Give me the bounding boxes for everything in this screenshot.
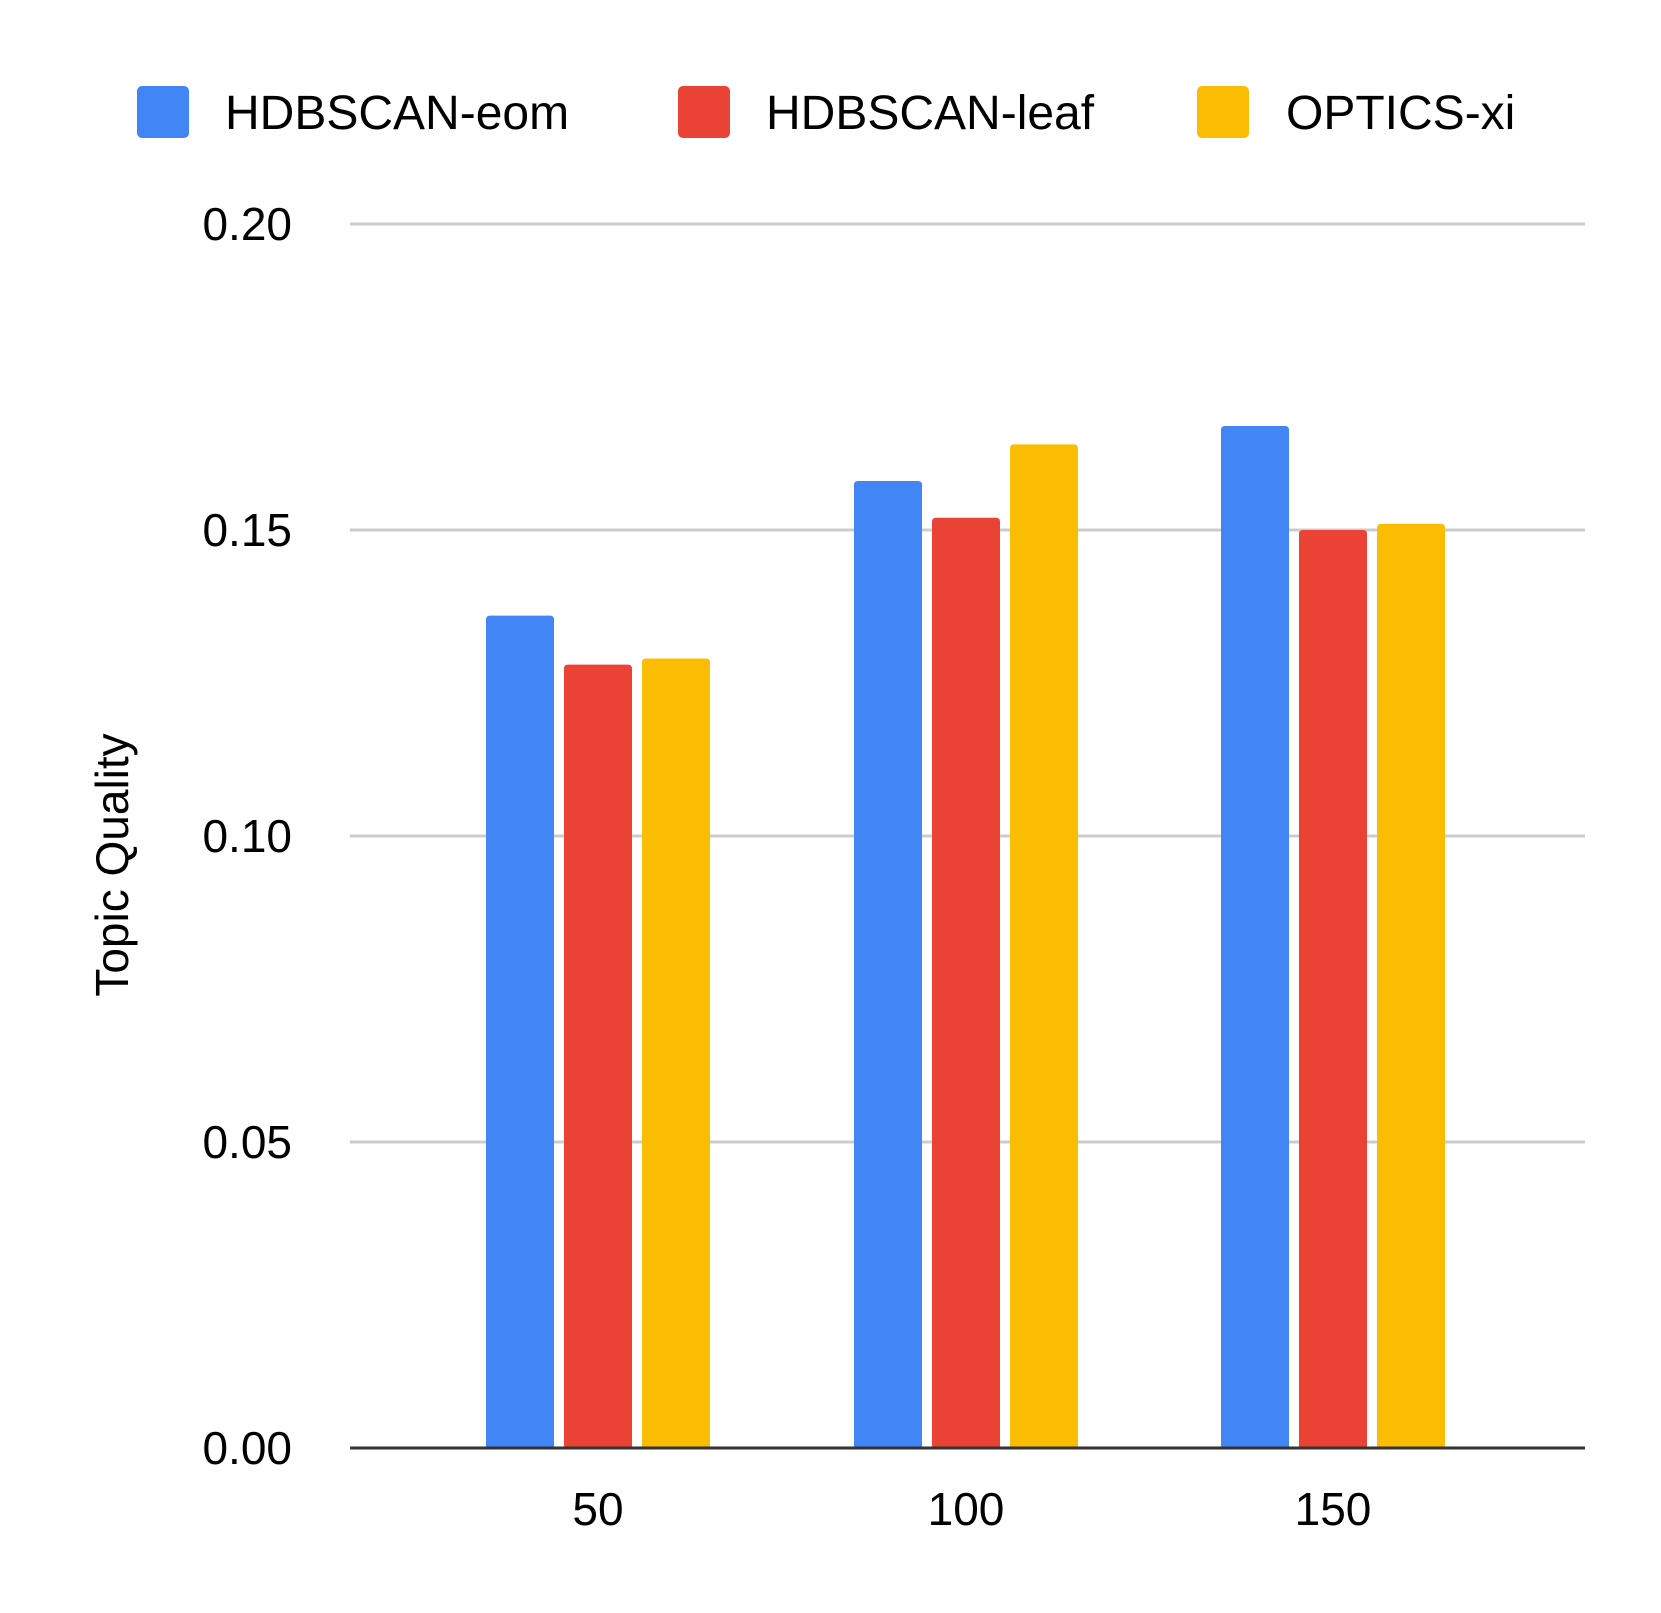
legend-item-hdbscan-eom[interactable]: HDBSCAN-eom [137, 86, 569, 140]
legend-item-optics-xi[interactable]: OPTICS-xi [1197, 86, 1515, 140]
x-tick-label: 100 [928, 1483, 1005, 1535]
legend-swatch-optics-xi [1197, 86, 1249, 138]
bar-optics-xi-50[interactable] [642, 658, 710, 1448]
legend-swatch-hdbscan-eom [137, 86, 189, 138]
x-tick-labels: 50 100 150 [572, 1483, 1371, 1535]
y-tick-label: 0.15 [202, 504, 292, 556]
x-tick-label: 150 [1295, 1483, 1372, 1535]
y-axis-title: Topic Quality [86, 733, 138, 996]
bar-optics-xi-100[interactable] [1010, 444, 1078, 1448]
y-tick-label: 0.20 [202, 198, 292, 250]
x-tick-label: 50 [572, 1483, 623, 1535]
legend: HDBSCAN-eom HDBSCAN-leaf OPTICS-xi [137, 86, 1515, 140]
legend-label-optics-xi: OPTICS-xi [1286, 87, 1515, 140]
bar-optics-xi-150[interactable] [1377, 523, 1445, 1448]
legend-item-hdbscan-leaf[interactable]: HDBSCAN-leaf [678, 86, 1095, 140]
bar-hdbscan-leaf-50[interactable] [564, 664, 632, 1448]
y-tick-label: 0.10 [202, 810, 292, 862]
y-tick-label: 0.05 [202, 1116, 292, 1168]
bar-hdbscan-leaf-150[interactable] [1299, 530, 1367, 1448]
bar-hdbscan-leaf-100[interactable] [932, 517, 1000, 1448]
legend-label-hdbscan-eom: HDBSCAN-eom [225, 87, 569, 140]
y-tick-labels: 0.00 0.05 0.10 0.15 0.20 [202, 198, 292, 1474]
y-tick-label: 0.00 [202, 1422, 292, 1474]
legend-swatch-hdbscan-leaf [678, 86, 730, 138]
bar-hdbscan-eom-100[interactable] [854, 481, 922, 1448]
bar-hdbscan-eom-50[interactable] [486, 615, 554, 1448]
bar-hdbscan-eom-150[interactable] [1221, 425, 1289, 1449]
bars [486, 425, 1445, 1449]
legend-label-hdbscan-leaf: HDBSCAN-leaf [766, 87, 1095, 140]
